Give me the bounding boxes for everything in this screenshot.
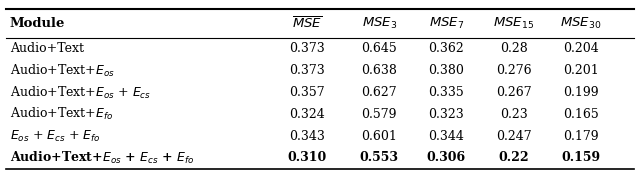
Text: 0.247: 0.247 xyxy=(496,130,531,143)
Text: 0.601: 0.601 xyxy=(361,130,397,143)
Text: $\overline{MSE}$: $\overline{MSE}$ xyxy=(292,16,323,31)
Text: 0.579: 0.579 xyxy=(362,108,397,121)
Text: 0.204: 0.204 xyxy=(563,42,598,55)
Text: 0.310: 0.310 xyxy=(287,152,327,164)
Text: Audio+Text: Audio+Text xyxy=(10,42,84,55)
Text: 0.267: 0.267 xyxy=(496,86,531,99)
Text: 0.344: 0.344 xyxy=(428,130,465,143)
Text: 0.165: 0.165 xyxy=(563,108,598,121)
Text: $E_{os}$ + $E_{cs}$ + $E_{fo}$: $E_{os}$ + $E_{cs}$ + $E_{fo}$ xyxy=(10,129,100,144)
Text: $MSE_{15}$: $MSE_{15}$ xyxy=(493,16,534,31)
Text: 0.323: 0.323 xyxy=(429,108,464,121)
Text: $MSE_3$: $MSE_3$ xyxy=(362,16,397,31)
Text: 0.324: 0.324 xyxy=(289,108,325,121)
Text: $MSE_{30}$: $MSE_{30}$ xyxy=(560,16,602,31)
Text: Audio+Text+$E_{os}$ + $E_{cs}$ + $E_{fo}$: Audio+Text+$E_{os}$ + $E_{cs}$ + $E_{fo}… xyxy=(10,150,194,166)
Text: 0.276: 0.276 xyxy=(496,64,531,77)
Text: 0.22: 0.22 xyxy=(499,152,529,164)
Text: 0.306: 0.306 xyxy=(427,152,466,164)
Text: 0.638: 0.638 xyxy=(361,64,397,77)
Text: 0.373: 0.373 xyxy=(289,42,325,55)
Text: 0.362: 0.362 xyxy=(429,42,464,55)
Text: 0.373: 0.373 xyxy=(289,64,325,77)
Text: 0.179: 0.179 xyxy=(563,130,598,143)
Text: Module: Module xyxy=(10,17,65,30)
Text: 0.335: 0.335 xyxy=(429,86,464,99)
Text: $MSE_7$: $MSE_7$ xyxy=(429,16,464,31)
Text: 0.380: 0.380 xyxy=(428,64,465,77)
Text: 0.627: 0.627 xyxy=(362,86,397,99)
Text: 0.201: 0.201 xyxy=(563,64,598,77)
Text: 0.199: 0.199 xyxy=(563,86,598,99)
Text: 0.645: 0.645 xyxy=(362,42,397,55)
Text: 0.553: 0.553 xyxy=(360,152,399,164)
Text: 0.23: 0.23 xyxy=(500,108,527,121)
Text: 0.357: 0.357 xyxy=(289,86,325,99)
Text: 0.159: 0.159 xyxy=(561,152,600,164)
Text: Audio+Text+$E_{fo}$: Audio+Text+$E_{fo}$ xyxy=(10,106,113,122)
Text: 0.28: 0.28 xyxy=(500,42,527,55)
Text: Audio+Text+$E_{os}$ + $E_{cs}$: Audio+Text+$E_{os}$ + $E_{cs}$ xyxy=(10,84,150,101)
Text: Audio+Text+$E_{os}$: Audio+Text+$E_{os}$ xyxy=(10,63,115,79)
Text: 0.343: 0.343 xyxy=(289,130,325,143)
